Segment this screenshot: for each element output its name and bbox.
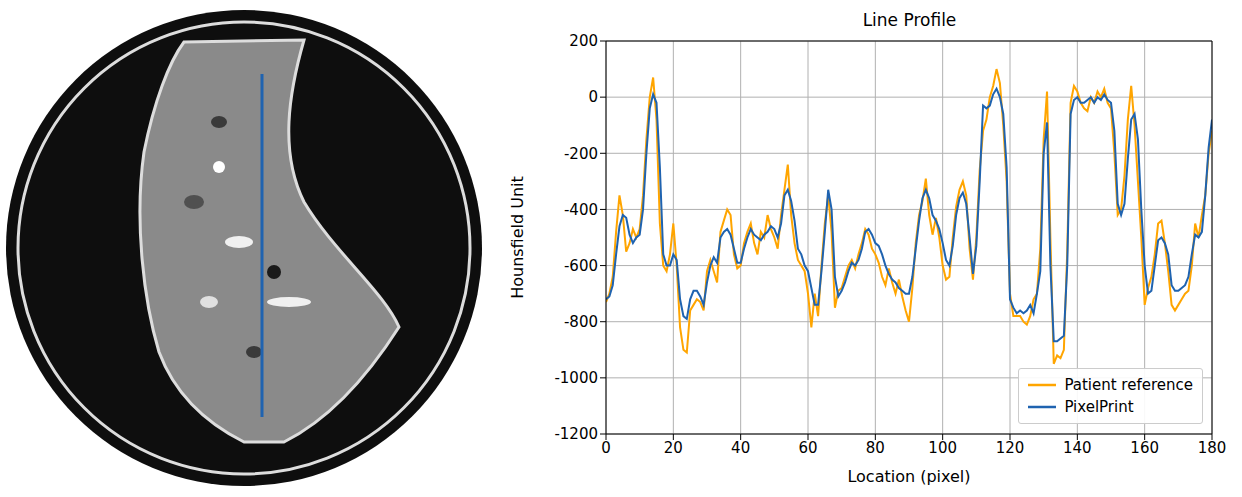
html-text:Patient reference: Patient reference (1064, 376, 1193, 394)
svg-text:140: 140 (1063, 439, 1092, 457)
svg-text:80: 80 (866, 439, 885, 457)
svg-text:Location (pixel): Location (pixel) (847, 467, 970, 486)
svg-text:-1200: -1200 (554, 425, 598, 443)
svg-text:20: 20 (664, 439, 683, 457)
svg-text:Hounsfield Unit: Hounsfield Unit (508, 176, 527, 299)
svg-text:200: 200 (569, 32, 598, 50)
svg-text:-400: -400 (564, 201, 598, 219)
svg-text:60: 60 (798, 439, 817, 457)
svg-text:160: 160 (1130, 439, 1159, 457)
svg-text:100: 100 (928, 439, 957, 457)
svg-text:40: 40 (731, 439, 750, 457)
svg-text:-200: -200 (564, 145, 598, 163)
svg-text:-1000: -1000 (554, 369, 598, 387)
svg-text:-800: -800 (564, 313, 598, 331)
svg-text:0: 0 (588, 88, 598, 106)
svg-text:180: 180 (1198, 439, 1227, 457)
html-text:PixelPrint: PixelPrint (1064, 398, 1134, 416)
html-text:Line Profile: Line Profile (862, 10, 957, 30)
svg-text:0: 0 (601, 439, 611, 457)
svg-text:120: 120 (996, 439, 1025, 457)
svg-text:-600: -600 (564, 257, 598, 275)
